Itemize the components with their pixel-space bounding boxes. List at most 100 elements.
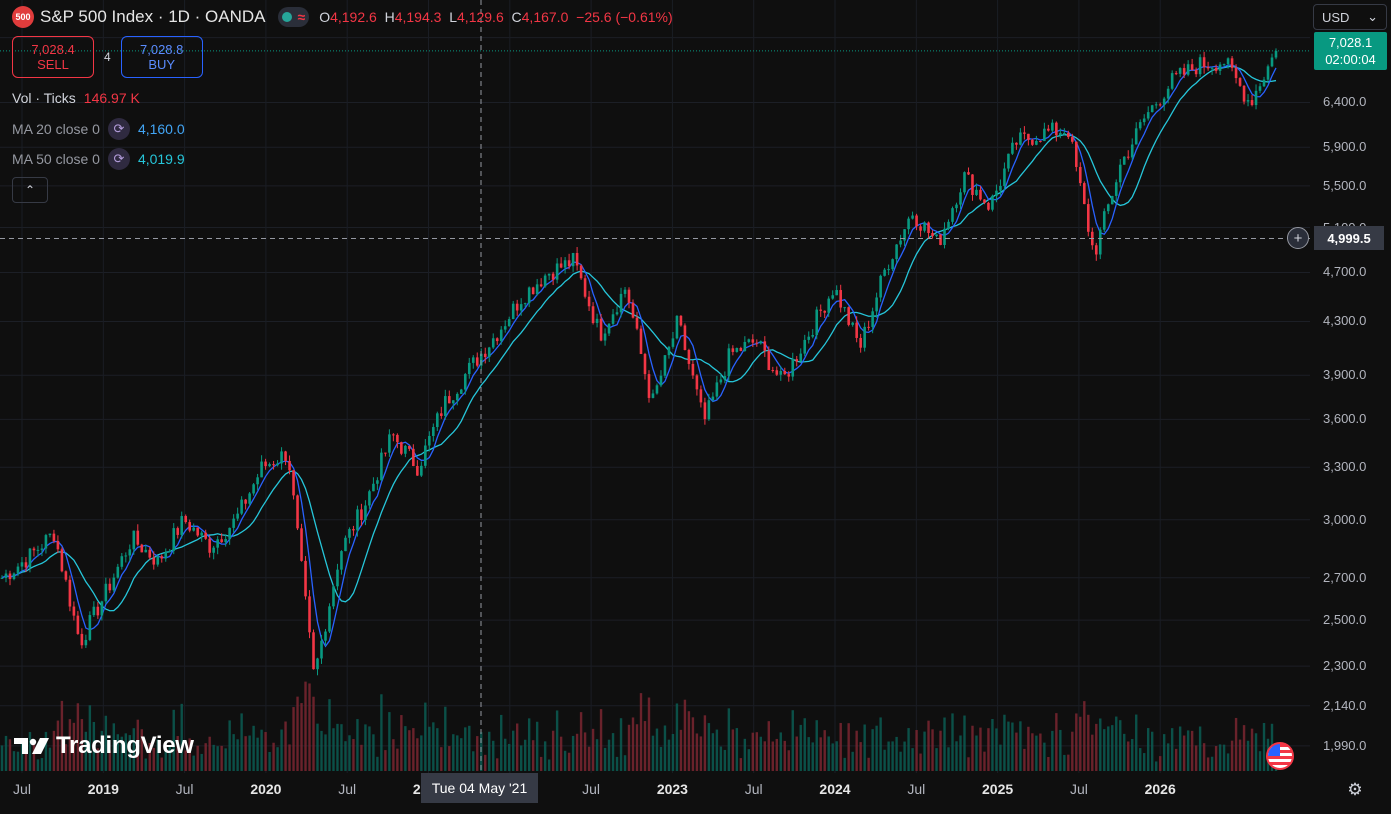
volume-bar (759, 736, 763, 771)
volume-bar (496, 758, 499, 771)
candle-body (1114, 182, 1118, 196)
candle-body (783, 370, 787, 375)
candle-body (116, 566, 120, 578)
volume-bar (48, 747, 52, 771)
volume-bar (939, 730, 942, 771)
volume-bar (991, 718, 994, 771)
candle-body (288, 460, 291, 471)
volume-bar (631, 717, 635, 771)
volume-bar (559, 736, 563, 771)
volume-bar (100, 730, 104, 771)
candle-body (120, 556, 124, 567)
candle-body (256, 477, 259, 485)
candle-body (963, 172, 966, 193)
volume-bar (923, 731, 926, 771)
add-alert-plus-icon[interactable]: + (1287, 227, 1309, 250)
volume-bar (1246, 740, 1250, 771)
currency-label: USD (1322, 9, 1350, 25)
price-axis[interactable] (1310, 0, 1391, 773)
symbol-logo[interactable]: 500 (12, 6, 34, 28)
ma50-legend[interactable]: MA 50 close 0 ⟳ 4,019.9 (12, 148, 185, 170)
market-status-pill[interactable]: ≈ (277, 7, 310, 27)
volume-bar (104, 715, 108, 771)
volume-bar (815, 720, 818, 771)
volume-bar (236, 739, 239, 771)
volume-bar (795, 736, 798, 771)
volume-bar (476, 736, 479, 771)
volume-bar (727, 708, 731, 771)
candle-body (607, 323, 611, 334)
chart-area[interactable] (0, 0, 1310, 773)
volume-bar (1230, 740, 1234, 771)
volume-bar (979, 727, 982, 771)
volume-bar (931, 729, 934, 771)
volume-bar (531, 740, 535, 771)
volume-bar (1059, 729, 1062, 771)
volume-bar (627, 724, 631, 771)
candle-body (1150, 105, 1154, 113)
volume-bar (663, 725, 667, 771)
buy-button[interactable]: 7,028.8 BUY (120, 36, 203, 78)
buy-label: BUY (148, 57, 176, 72)
volume-bar (983, 751, 986, 771)
candle-body (523, 303, 527, 305)
volume-bar (52, 730, 56, 771)
candle-body (835, 290, 838, 296)
ma50-refresh-icon[interactable]: ⟳ (107, 148, 130, 170)
price-chart[interactable] (0, 0, 1310, 773)
currency-select[interactable]: USD ⌄ (1313, 4, 1387, 30)
time-axis[interactable] (0, 773, 1391, 814)
volume-bar (527, 718, 531, 771)
candle-body (979, 189, 982, 200)
volume-bar (787, 750, 790, 771)
x-tick-label: Jul (338, 781, 357, 797)
candle-body (639, 328, 643, 354)
volume-bar (156, 739, 159, 771)
candle-body (1043, 128, 1046, 142)
volume-bar (1166, 743, 1170, 771)
volume-bar (623, 755, 627, 771)
volume-bar (611, 733, 615, 771)
volume-bar (1170, 728, 1174, 771)
x-tick-label: 2019 (87, 781, 119, 797)
candle-body (380, 452, 383, 481)
volume-bar (1238, 739, 1242, 771)
candle-body (703, 402, 707, 420)
candle-body (136, 530, 140, 545)
volume-bar (687, 711, 691, 771)
ma50-label: MA 50 close 0 (12, 151, 100, 167)
volume-bar (555, 710, 559, 771)
collapse-legend-button[interactable]: ⌃ (12, 177, 48, 203)
candle-body (236, 513, 239, 519)
volume-bar (523, 739, 527, 771)
volume-bar (460, 738, 463, 771)
candle-body (1162, 98, 1166, 105)
volume-bar (975, 735, 978, 771)
us-flag-icon[interactable] (1266, 742, 1294, 770)
candle-body (859, 337, 862, 348)
volume-bar (364, 724, 367, 771)
candle-body (591, 306, 595, 323)
volume-bar (188, 738, 191, 771)
sell-button[interactable]: 7,028.4 SELL (12, 36, 94, 78)
settings-gear-icon[interactable]: ⚙ (1347, 780, 1363, 799)
candle-body (839, 290, 842, 308)
candle-body (1158, 104, 1162, 106)
candle-body (1230, 58, 1234, 68)
tradingview-logo[interactable]: TradingView (14, 732, 194, 760)
volume-legend[interactable]: Vol · Ticks 146.97 K (12, 90, 140, 106)
symbol-title[interactable]: S&P 500 Index · 1D · OANDA (40, 7, 266, 26)
candle-body (463, 374, 467, 390)
ma20-refresh-icon[interactable]: ⟳ (107, 118, 130, 140)
volume-bar (511, 730, 515, 771)
candle-body (312, 632, 315, 670)
volume-bar (1127, 741, 1130, 771)
candle-body (1142, 118, 1146, 123)
candle-body (787, 374, 791, 377)
ma20-legend[interactable]: MA 20 close 0 ⟳ 4,160.0 (12, 118, 185, 140)
volume-bar (811, 742, 814, 771)
candle-body (991, 195, 994, 210)
volume-bar (264, 732, 267, 771)
volume-bar (567, 752, 571, 771)
volume-bar (775, 738, 778, 771)
